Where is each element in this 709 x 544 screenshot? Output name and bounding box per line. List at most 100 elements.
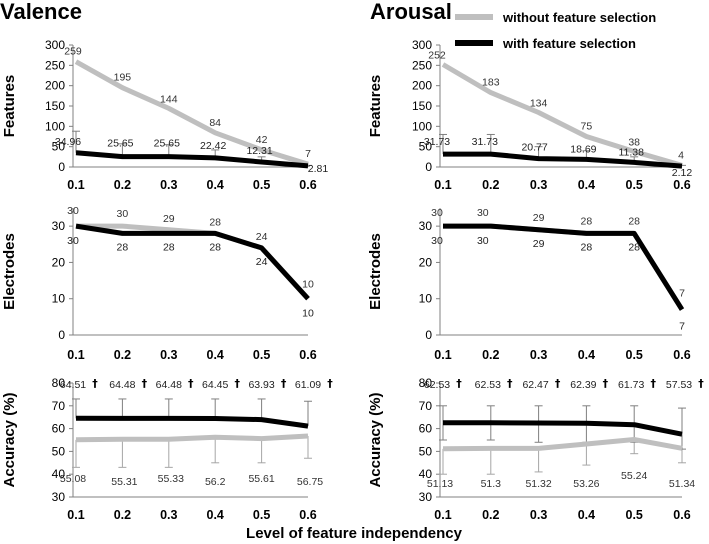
- x-axis-title: Level of feature independency: [246, 525, 463, 542]
- x-tick-label: 0.4: [207, 178, 224, 192]
- data-label: 30: [477, 235, 489, 247]
- data-label: 53.26: [573, 478, 599, 490]
- x-tick-label: 0.3: [160, 348, 177, 362]
- data-label: 55.24: [621, 470, 647, 482]
- data-label: 64.51: [60, 379, 86, 391]
- significance-dagger: †: [142, 377, 148, 390]
- y-axis-label: Features: [367, 75, 384, 138]
- data-label: 4: [678, 149, 684, 161]
- y-tick-label: 0: [58, 160, 65, 174]
- y-tick-label: 300: [45, 38, 65, 52]
- x-tick-label: 0.1: [67, 508, 84, 522]
- data-label: 61.09: [295, 379, 321, 391]
- y-tick-label: 50: [419, 444, 433, 458]
- x-tick-label: 0.4: [207, 508, 224, 522]
- data-label: 31.73: [472, 136, 498, 148]
- x-tick-label: 0.6: [299, 348, 316, 362]
- data-label: 64.48: [109, 379, 135, 391]
- data-label: 51.32: [525, 478, 551, 490]
- significance-dagger: †: [603, 377, 609, 390]
- significance-dagger: †: [650, 377, 656, 390]
- y-axis-label: Accuracy (%): [367, 392, 384, 487]
- y-axis-label: Accuracy (%): [1, 392, 18, 487]
- data-label: 29: [533, 212, 545, 224]
- data-label: 22.42: [200, 140, 226, 152]
- data-label: 28: [209, 241, 221, 253]
- data-label: 183: [482, 77, 500, 89]
- x-tick-label: 0.1: [434, 178, 451, 192]
- y-tick-label: 0: [425, 328, 432, 342]
- data-label: 24: [256, 256, 268, 268]
- data-label: 75: [581, 121, 593, 133]
- y-tick-label: 80: [419, 376, 433, 390]
- y-axis-label: Electrodes: [1, 233, 18, 310]
- series-line-with-feature-selection: [443, 420, 683, 437]
- x-tick-label: 0.6: [299, 178, 316, 192]
- y-tick-label: 200: [412, 79, 432, 93]
- x-tick-label: 0.1: [67, 348, 84, 362]
- x-tick-label: 0.6: [673, 178, 690, 192]
- legend-label-with: with feature selection: [502, 36, 636, 51]
- x-tick-label: 0.5: [626, 178, 643, 192]
- data-label: 62.47: [522, 379, 548, 391]
- y-tick-label: 70: [419, 399, 433, 413]
- x-tick-label: 0.4: [578, 508, 595, 522]
- data-label: 64.48: [156, 379, 182, 391]
- y-tick-label: 10: [419, 292, 433, 306]
- x-tick-label: 0.1: [434, 508, 451, 522]
- data-label: 62.39: [570, 379, 596, 391]
- y-tick-label: 150: [45, 99, 65, 113]
- y-tick-label: 30: [52, 490, 66, 504]
- y-tick-label: 0: [58, 328, 65, 342]
- x-tick-label: 0.6: [673, 508, 690, 522]
- series-line-with-feature-selection: [75, 223, 310, 301]
- data-label: 29: [533, 238, 545, 250]
- y-tick-label: 40: [52, 467, 66, 481]
- significance-dagger: †: [507, 377, 513, 390]
- data-label: 64.45: [202, 379, 228, 391]
- y-tick-label: 70: [52, 399, 66, 413]
- y-tick-label: 150: [412, 99, 432, 113]
- legend: without feature selection with feature s…: [455, 10, 656, 51]
- series-line-with-feature-selection: [443, 223, 685, 311]
- legend-label-without: without feature selection: [502, 10, 656, 25]
- series-line-without-feature-selection: [74, 59, 309, 167]
- y-tick-label: 40: [419, 467, 433, 481]
- y-axis-label: Electrodes: [367, 233, 384, 310]
- data-label: 28: [628, 241, 640, 253]
- y-tick-label: 0: [425, 160, 432, 174]
- x-tick-label: 0.2: [482, 508, 499, 522]
- series-line-with-feature-selection: [75, 150, 309, 169]
- y-tick-label: 80: [52, 376, 66, 390]
- series-line-without-feature-selection: [75, 433, 309, 443]
- significance-dagger: †: [281, 377, 287, 390]
- y-tick-label: 20: [52, 255, 66, 269]
- data-label: 28: [628, 215, 640, 227]
- chart-panel-1: 0 50 100 150 200 250 300 Features 0.1 0.2 0.3 0.4 0.…: [1, 38, 328, 192]
- x-tick-label: 0.3: [530, 178, 547, 192]
- x-tick-label: 0.3: [160, 178, 177, 192]
- data-label: 195: [114, 72, 132, 84]
- data-label: 2.81: [308, 163, 329, 175]
- data-label: 51.3: [481, 478, 502, 490]
- data-label: 31.73: [424, 136, 450, 148]
- data-label: 56.75: [297, 476, 323, 488]
- chart-panel-5: 30 40 50 60 70 80 Accuracy (%) 0.1 0.2 0.3 0.4 0.5 0…: [1, 376, 333, 522]
- data-label: 25.65: [154, 138, 180, 150]
- y-axis-label: Features: [1, 75, 18, 138]
- data-label: 28: [209, 216, 221, 228]
- x-tick-label: 0.5: [253, 348, 270, 362]
- data-label: 29: [163, 213, 175, 225]
- x-tick-label: 0.5: [626, 508, 643, 522]
- x-tick-label: 0.3: [530, 348, 547, 362]
- data-label: 7: [679, 288, 685, 300]
- data-label: 38: [628, 137, 640, 149]
- data-label: 55.31: [111, 476, 137, 488]
- x-tick-label: 0.1: [67, 178, 84, 192]
- data-label: 34.96: [55, 136, 81, 148]
- data-label: 10: [302, 308, 314, 320]
- data-label: 134: [530, 98, 548, 110]
